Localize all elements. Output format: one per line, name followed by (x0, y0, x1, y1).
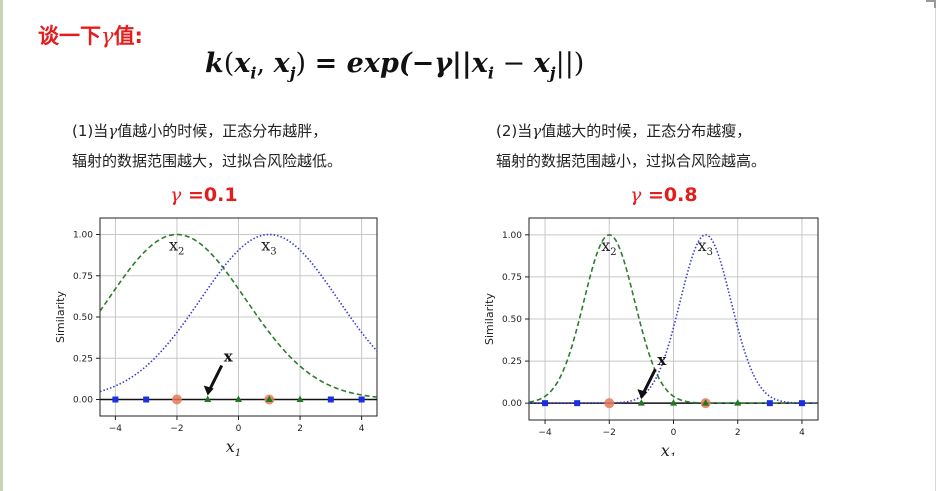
landmark-circle (171, 394, 182, 405)
x-tick-label: −4 (538, 428, 552, 438)
annotation-label: x (224, 348, 234, 366)
title-prefix: 谈一下 (38, 24, 101, 48)
point-triangle (702, 399, 710, 406)
point-square (112, 396, 119, 403)
x-tick-label: 2 (735, 428, 741, 438)
point-triangle (637, 399, 645, 406)
formula-j: j (289, 63, 296, 83)
formula-exp: = exp(−γ|| (314, 48, 472, 79)
point-triangle (296, 395, 304, 402)
y-axis-label: Similarity (54, 291, 67, 343)
series-label-sub: 2 (610, 247, 616, 258)
point-square (766, 400, 773, 407)
annotation-label: x (657, 351, 667, 369)
series-label-sub: 3 (707, 247, 713, 258)
slide-left-edge (0, 0, 3, 491)
slide-right-edge (935, 0, 936, 491)
formula-minus: − (493, 48, 534, 79)
x-tick-label: −2 (170, 424, 183, 434)
annotation-arrow-shaft (642, 368, 657, 394)
y-tick-label: 1.00 (502, 231, 522, 241)
formula-end: ||) (555, 48, 585, 79)
formula-i2: i (487, 63, 494, 83)
formula-xj2: x (533, 48, 550, 79)
x-tick-label: −4 (109, 424, 123, 434)
left-desc-line1: (1)当γ值越小的时候，正态分布越胖， (72, 122, 328, 140)
point-triangle (265, 395, 273, 402)
y-axis-label: Similarity (483, 293, 496, 345)
x-tick-label: 2 (297, 424, 303, 434)
right-gamma-value: γ =0.8 (630, 184, 698, 206)
annotation-arrow-head (203, 385, 214, 396)
right-desc-line2: 辐射的数据范围越小，过拟合风险越高。 (496, 152, 767, 170)
point-triangle (235, 395, 242, 402)
formula-xi: x (234, 48, 251, 79)
y-tick-label: 0.25 (502, 357, 522, 367)
series-label-x3: x3 (261, 236, 276, 258)
annotation-arrow-head (637, 389, 648, 400)
x-axis-label-sub: 1 (670, 452, 676, 456)
left-gamma-value: γ =0.1 (170, 184, 238, 206)
formula-j2: j (549, 63, 556, 83)
series-label-sub: 3 (270, 247, 276, 258)
series-label-x2: x2 (169, 236, 184, 258)
formula-xj: x (273, 48, 290, 79)
right-description: (2)当γ值越大的时候，正态分布越瘦， 辐射的数据范围越小，过拟合风险越高。 (496, 116, 766, 176)
y-tick-label: 0.00 (502, 399, 522, 409)
y-tick-label: 1.00 (73, 231, 93, 241)
right-desc-line1: (2)当γ值越大的时候，正态分布越瘦， (496, 122, 752, 140)
point-square (798, 400, 805, 407)
point-square (327, 396, 334, 403)
point-triangle (734, 399, 742, 406)
x-axis-label-sub: 1 (235, 448, 241, 456)
y-tick-label: 0.25 (73, 354, 93, 364)
x-tick-label: 4 (359, 424, 365, 434)
series-curve-x2 (528, 234, 818, 404)
formula-k: k (205, 48, 224, 79)
series-curve-x2 (99, 233, 378, 398)
rbf-kernel-formula: k(xi, xj) = exp(−γ||xi − xj||) (205, 48, 585, 83)
y-tick-label: 0.75 (73, 272, 93, 282)
point-square (358, 396, 365, 403)
series-curve-x3 (99, 233, 378, 393)
annotation-arrow-shaft (208, 364, 224, 391)
y-tick-label: 0.00 (73, 396, 93, 406)
title-suffix: 值: (113, 24, 143, 48)
x-tick-label: 0 (671, 428, 677, 438)
title-gamma: γ (101, 24, 114, 48)
landmark-circle (604, 398, 615, 409)
y-tick-label: 0.50 (73, 313, 93, 323)
x-tick-label: 4 (799, 428, 805, 438)
formula-i: i (250, 63, 257, 83)
point-square (574, 400, 581, 407)
left-desc-line2: 辐射的数据范围越大，过拟合风险越低。 (72, 152, 343, 170)
x-axis-label: x1 (226, 437, 241, 456)
slide-corner-mark (926, 0, 936, 8)
point-triangle (670, 399, 677, 406)
x-tick-label: −2 (603, 428, 616, 438)
chart-gamma-0-1: −4 −2 0 2 40.000.250.500.751.00Similarityx1x… (54, 217, 378, 456)
point-triangle (204, 395, 212, 402)
x-axis-label: x1 (661, 441, 676, 456)
point-square (542, 400, 549, 407)
point-square (143, 396, 150, 403)
series-label-sub: 2 (178, 247, 184, 258)
x-tick-label: 0 (236, 424, 242, 434)
formula-xi2: x (471, 48, 488, 79)
y-tick-label: 0.75 (502, 273, 522, 283)
chart-gamma-0-8: −4−20240.000.250.500.751.00Similarityx1x… (483, 217, 819, 456)
left-description: (1)当γ值越小的时候，正态分布越胖， 辐射的数据范围越大，过拟合风险越低。 (72, 116, 342, 176)
y-tick-label: 0.50 (502, 315, 522, 325)
slide-title: 谈一下γ值: (38, 20, 143, 50)
